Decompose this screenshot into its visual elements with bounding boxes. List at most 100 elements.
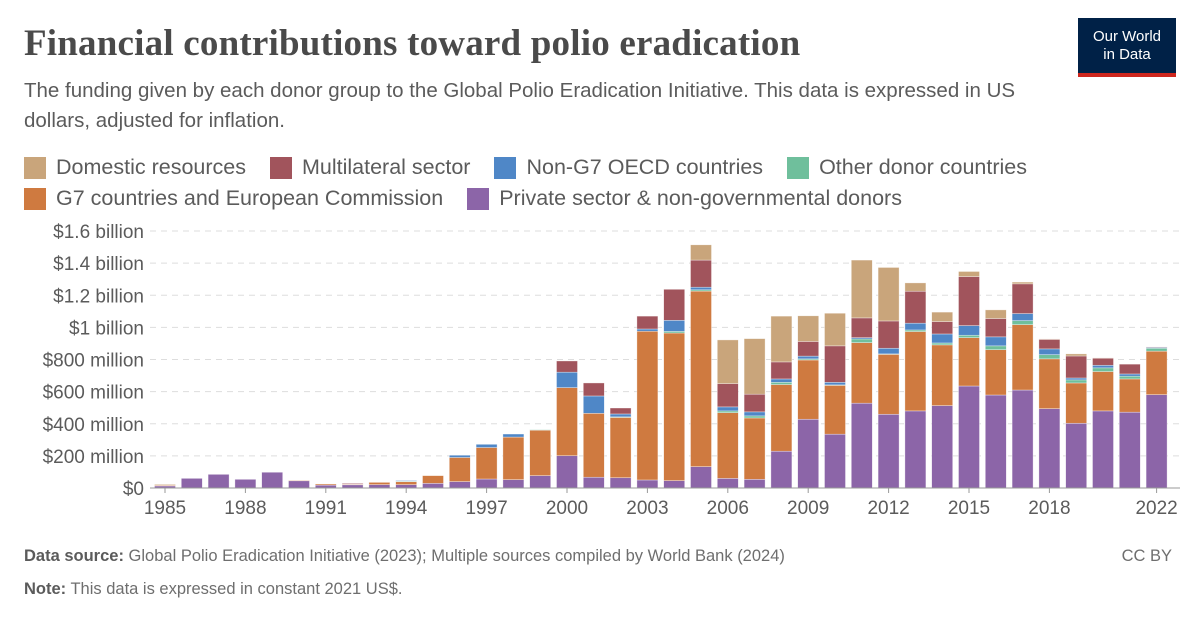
bar-segment [824,382,846,386]
source-label: Data source: [24,547,124,565]
bar-segment [1011,324,1034,391]
bar-segment [690,286,712,291]
bar-segment [958,334,980,338]
x-tick-label: 2015 [948,498,990,519]
bar-segment [824,312,846,347]
legend-swatch [467,187,490,210]
bar-segment [582,413,605,478]
legend: Domestic resources Multilateral sector Non… [24,152,1184,214]
bar-segment [1011,320,1034,325]
legend-item[interactable]: Non-G7 OECD countries [494,155,763,180]
y-tick-label: $400 million [43,415,144,436]
bar-segment [984,336,1007,347]
bar-segment [609,413,632,418]
bar-segment [448,481,471,489]
legend-item[interactable]: Domestic resources [24,155,246,180]
legend-row: Domestic resources Multilateral sector Non… [24,152,1184,183]
bar-segment [824,385,846,435]
bar-segment [529,475,552,489]
legend-label: Private sector & non-governmental donors [499,186,902,210]
y-tick-label: $200 million [43,447,144,468]
legend-label: Non-G7 OECD countries [526,155,764,179]
bar-segment [636,328,659,332]
legend-item[interactable]: Private sector & non-governmental donors [467,186,902,211]
bar-segment [502,433,525,438]
bar-segment [475,447,498,480]
bar-segment [448,457,471,482]
y-tick-label: $1.2 billion [53,286,144,307]
bar-segment [984,309,1007,319]
bar-segment [1038,358,1061,409]
bar-segment [556,387,578,457]
bar-segment [1092,410,1114,489]
y-tick-label: $600 million [43,383,144,404]
bar-segment [529,429,552,476]
bar-segment [1145,347,1168,352]
bar-segment [716,383,739,408]
bar-segment [556,371,578,388]
source-text: Global Polio Eradication Initiative (202… [123,547,785,565]
bar-segment [1065,379,1087,384]
bar-segment [770,382,793,385]
bar-segment [743,415,766,419]
bar-segment [663,332,686,481]
logo-line-2: in Data [1103,46,1151,63]
bar-segment [770,384,793,452]
x-tick-label: 2006 [707,498,749,519]
bar-segment [904,282,927,292]
legend-item[interactable]: Multilateral sector [269,155,471,180]
bar-segment [743,417,766,480]
license-link[interactable]: CC BY [1121,547,1172,565]
chart-subtitle: The funding given by each donor group to… [24,79,1016,132]
bar-segment [1065,355,1087,379]
bar-segment [797,355,820,360]
bar-segment [422,475,444,484]
legend-item[interactable]: G7 countries and European Commission [24,186,443,211]
bar-segment [1145,350,1168,395]
bar-segment [502,479,525,489]
bar-segment [368,482,391,485]
bar-segment [636,479,659,489]
legend-label: Domestic resources [56,155,246,179]
bar-segment [797,315,820,342]
bar-segment [770,450,793,489]
bar-segment [154,484,176,486]
bar-segment [850,402,873,489]
bar-segment [824,345,846,383]
owid-logo[interactable]: Our World in Data [1078,18,1176,77]
bar-segment [663,320,686,332]
bar-segment [636,330,659,481]
chart-title: Financial contributions toward polio era… [24,23,801,64]
bar-segment [877,320,900,349]
bar-segment [904,331,927,412]
legend-label: Multilateral sector [301,155,471,179]
bar-segment [1092,364,1114,369]
bar-segment [770,361,793,380]
bar-segment [422,483,444,489]
bar-segment [690,466,712,489]
bar-segment [850,338,873,343]
bar-segment [395,481,418,485]
legend-item[interactable]: Other donor countries [787,155,1027,180]
bar-segment [877,267,900,322]
bar-segment [743,338,766,395]
bar-segment [1119,378,1141,413]
bar-segment [395,484,418,489]
bar-segment [770,315,793,363]
y-tick-label: $1.4 billion [53,254,144,275]
legend-swatch [24,156,46,179]
bar-segment [770,378,793,383]
bar-segment [743,393,766,413]
bar-segment [1119,411,1141,489]
bar-segment [877,347,900,355]
logo-line-1: Our World [1092,28,1162,45]
bar-segment [958,337,980,387]
bar-segment [395,480,418,482]
bar-segment [341,483,364,485]
bar-segment [1038,408,1061,489]
legend-label: G7 countries and European Commission [56,186,444,210]
bar-segment [716,339,739,384]
bar-segment [1065,422,1087,489]
bar-segment [931,311,954,322]
bar-segment [904,290,927,324]
